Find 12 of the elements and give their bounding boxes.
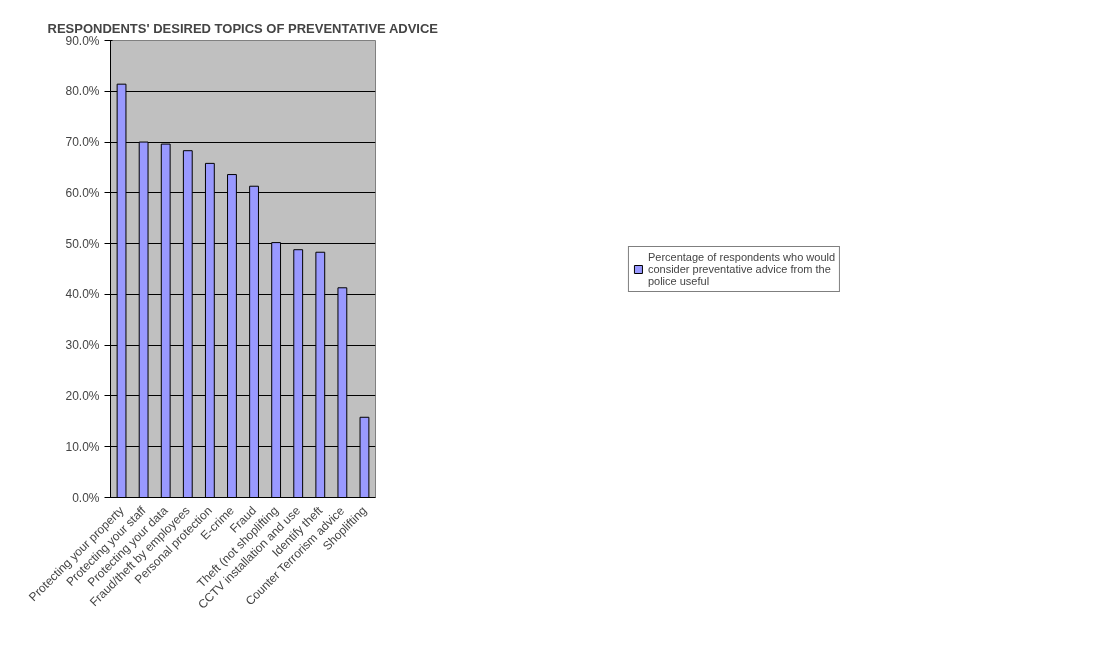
y-tick-label: 50.0% [65,236,100,251]
y-tick-label: 10.0% [65,439,100,454]
y-tick-label: 70.0% [65,135,100,150]
y-tick-label: 20.0% [65,388,100,403]
y-tick-label: 90.0% [65,33,100,48]
y-tick-label: 40.0% [65,287,100,302]
chart-title: RESPONDENTS' DESIRED TOPICS OF PREVENTATIVE ADVICE [47,20,439,36]
y-tick-label: 60.0% [65,185,100,200]
legend-label: Percentage of respondents who would consider preventative advice from the police useful [647,250,836,287]
y-tick-label: 80.0% [65,84,100,99]
y-tick-label: 30.0% [65,338,100,353]
y-tick-label: 0.0% [72,490,100,505]
